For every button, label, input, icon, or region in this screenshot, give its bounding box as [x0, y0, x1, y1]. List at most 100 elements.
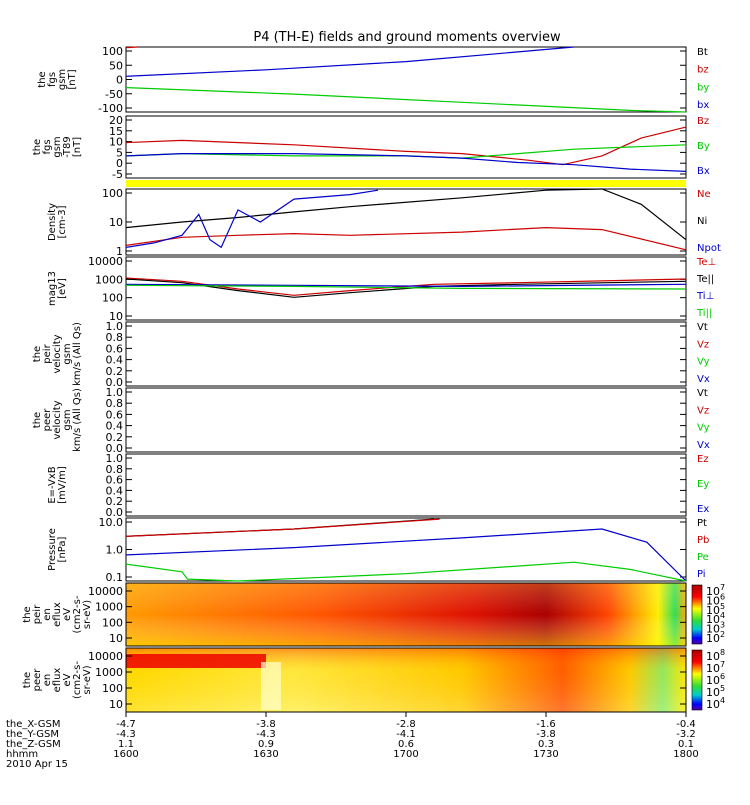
y-axis-label: -T89: [62, 136, 73, 158]
y-tick-label: -100: [98, 102, 123, 115]
series-Pe: [125, 561, 687, 582]
colorbar-tick-exponent: 7: [720, 660, 725, 669]
series-Ne: [125, 226, 687, 251]
panel-frame: [125, 582, 687, 647]
y-tick-label: 10000: [88, 255, 123, 268]
y-tick-label: 100: [102, 616, 123, 629]
y-tick-label: 1: [116, 245, 123, 258]
legend-entry: Bt: [697, 47, 708, 58]
y-tick-label: 1.0: [106, 320, 124, 333]
bottom-row-value: -4.7: [116, 719, 136, 730]
y-tick-label: 10.0: [99, 516, 124, 529]
y-axis-label: E=-VxB: [47, 466, 58, 503]
legend-entry: Ez: [697, 454, 709, 465]
bottom-row-value: -1.6: [536, 719, 556, 730]
panel-frame: [125, 453, 687, 517]
series-by: [125, 87, 687, 113]
y-tick-label: 10: [109, 698, 123, 711]
legend-entry: by: [697, 82, 709, 93]
colorbar-tick-exponent: 3: [720, 621, 725, 630]
bottom-row-value: 1700: [393, 749, 418, 760]
y-tick-label: 0.0: [106, 376, 124, 389]
series-bx: [125, 46, 575, 77]
y-axis-label: km/s (All Qs): [72, 322, 83, 386]
y-tick-label: 100: [102, 682, 123, 695]
legend-entry: Vx: [697, 374, 710, 385]
legend-entry: Bz: [697, 116, 709, 127]
legend-entry: Ni: [697, 216, 707, 227]
panel-peir_vel: 1.00.80.60.40.20.0 the peir velocity gsm km/s…: [32, 320, 710, 389]
y-axis-label: velocity: [52, 334, 63, 373]
bottom-row-value: 1800: [673, 749, 698, 760]
series-bz: [125, 46, 138, 49]
y-tick-label: 0.2: [106, 431, 124, 444]
y-tick-label: 0.8: [106, 331, 124, 344]
bottom-row-value: 1600: [113, 749, 138, 760]
colorbar-tick-exponent: 7: [720, 583, 725, 592]
legend-entry: Te⊥: [696, 257, 716, 268]
panel-frame: [125, 188, 687, 256]
colorbar: [691, 649, 703, 711]
y-axis-label: the: [22, 606, 33, 622]
y-axis-label: gsm: [62, 343, 73, 364]
y-axis-label: Pressure: [47, 528, 58, 571]
gap-band: [126, 180, 686, 187]
y-axis-label: the: [32, 412, 43, 428]
y-axis-label: en: [42, 608, 53, 621]
y-axis-label: [cm-3]: [57, 205, 68, 238]
bottom-row-value: 0.3: [538, 739, 554, 750]
bottom-row-value: -2.8: [396, 719, 416, 730]
panel-efield: 1.00.80.60.40.20.0 E=-VxB [mV/m] Ez Ey Ex: [47, 452, 709, 519]
y-tick-label: 1.0: [106, 452, 124, 465]
legend-entry: Ey: [697, 479, 709, 490]
panel-frame: [125, 321, 687, 387]
y-tick-label: 100: [102, 292, 123, 305]
bottom-row-value: 1630: [253, 749, 278, 760]
y-axis-label: (cm2-s-: [72, 661, 83, 699]
bottom-row-value: 0.1: [678, 739, 694, 750]
y-tick-label: 0: [116, 157, 123, 170]
y-axis-label: [nT]: [72, 137, 83, 157]
bottom-row-value: 0.6: [398, 739, 414, 750]
y-tick-label: 1.0: [106, 386, 124, 399]
y-tick-label: 1000: [95, 666, 123, 679]
colorbar-tick-exponent: 2: [720, 630, 725, 639]
bottom-row-value: 1730: [533, 749, 558, 760]
y-tick-label: 0.6: [106, 342, 124, 355]
y-tick-label: 10000: [88, 650, 123, 663]
y-tick-label: 0.8: [106, 397, 124, 410]
y-tick-label: 10: [109, 216, 123, 229]
bottom-row-value: -3.8: [536, 729, 556, 740]
bottom-row-value: 1.1: [118, 739, 134, 750]
y-axis-label: Density: [47, 203, 58, 241]
heatmap-shade: [126, 583, 686, 646]
y-axis-label: en: [42, 674, 53, 687]
y-axis-label: velocity: [52, 400, 63, 439]
y-tick-label: 0.6: [106, 474, 124, 487]
series-Ti||: [125, 284, 687, 290]
colorbar-tick-exponent: 4: [720, 696, 725, 705]
bottom-row-value: -4.1: [396, 729, 416, 740]
y-axis-label: sr-eV): [82, 600, 93, 629]
colorbar-tick-label: 102: [706, 630, 725, 645]
y-tick-label: 10: [109, 632, 123, 645]
series-Pb: [125, 518, 440, 537]
y-tick-label: 10: [109, 310, 123, 323]
panel-frame: [125, 387, 687, 453]
y-axis-label: sr-eV): [82, 665, 93, 694]
y-axis-label: eV: [62, 673, 73, 686]
panel-frame: [125, 46, 687, 113]
legend-entry: Te||: [696, 274, 714, 285]
panel-frame: [125, 115, 687, 179]
legend-entry: Vy: [697, 423, 710, 434]
y-tick-label: 1000: [95, 601, 123, 614]
y-axis-label: [nT]: [67, 69, 78, 89]
y-tick-label: 0.2: [106, 495, 124, 508]
panel-pressure: 10.0 1.0 0.1 Pressure [nPa] Pt Pb Pe Pi: [47, 516, 709, 584]
colorbar-tick-exponent: 5: [720, 602, 725, 611]
colorbar-tick-exponent: 4: [720, 611, 725, 620]
y-axis-label: mag13: [47, 271, 58, 306]
y-tick-label: 0.6: [106, 408, 124, 421]
